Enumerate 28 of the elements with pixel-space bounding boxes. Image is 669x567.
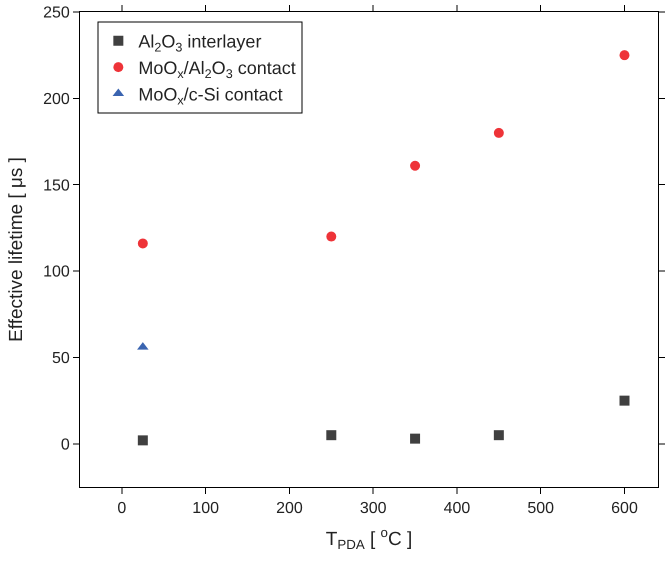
x-tick-label: 600 [611,500,638,518]
point [494,128,504,138]
legend-label: MoO$_{x}$/c-Si contact [138,84,283,108]
point [410,160,420,171]
point [494,430,504,440]
y-tick-label: 150 [43,177,70,194]
point [138,238,148,248]
y-tick-label: 100 [43,264,70,281]
point [410,434,420,444]
x-tick-label: 300 [360,500,387,518]
y-tick-label: 50 [52,350,70,368]
x-tick-label: 100 [192,500,220,518]
x-tick-label: 200 [276,500,303,518]
point [619,396,630,406]
y-tick-label: 200 [43,90,70,108]
x-tick-label: 500 [527,500,554,518]
y-axis-title: Effective lifetime [ μs ] [6,157,27,342]
point [326,430,336,440]
x-axis-title: T$_{PDA}$ [ $^{o}$C ] [326,525,412,552]
legend-label: MoO$_{x}$/Al$_{2}$O$_{3}$ contact [138,58,296,81]
legend-label: Al$_{2}$O$_{3}$ interlayer [138,32,262,54]
x-tick-label: 400 [444,500,470,518]
point [619,50,630,60]
x-tick-label: 0 [117,500,126,518]
y-tick-label: 250 [43,4,70,22]
point [326,232,336,242]
point [138,435,148,446]
y-tick-label: 0 [60,436,70,454]
